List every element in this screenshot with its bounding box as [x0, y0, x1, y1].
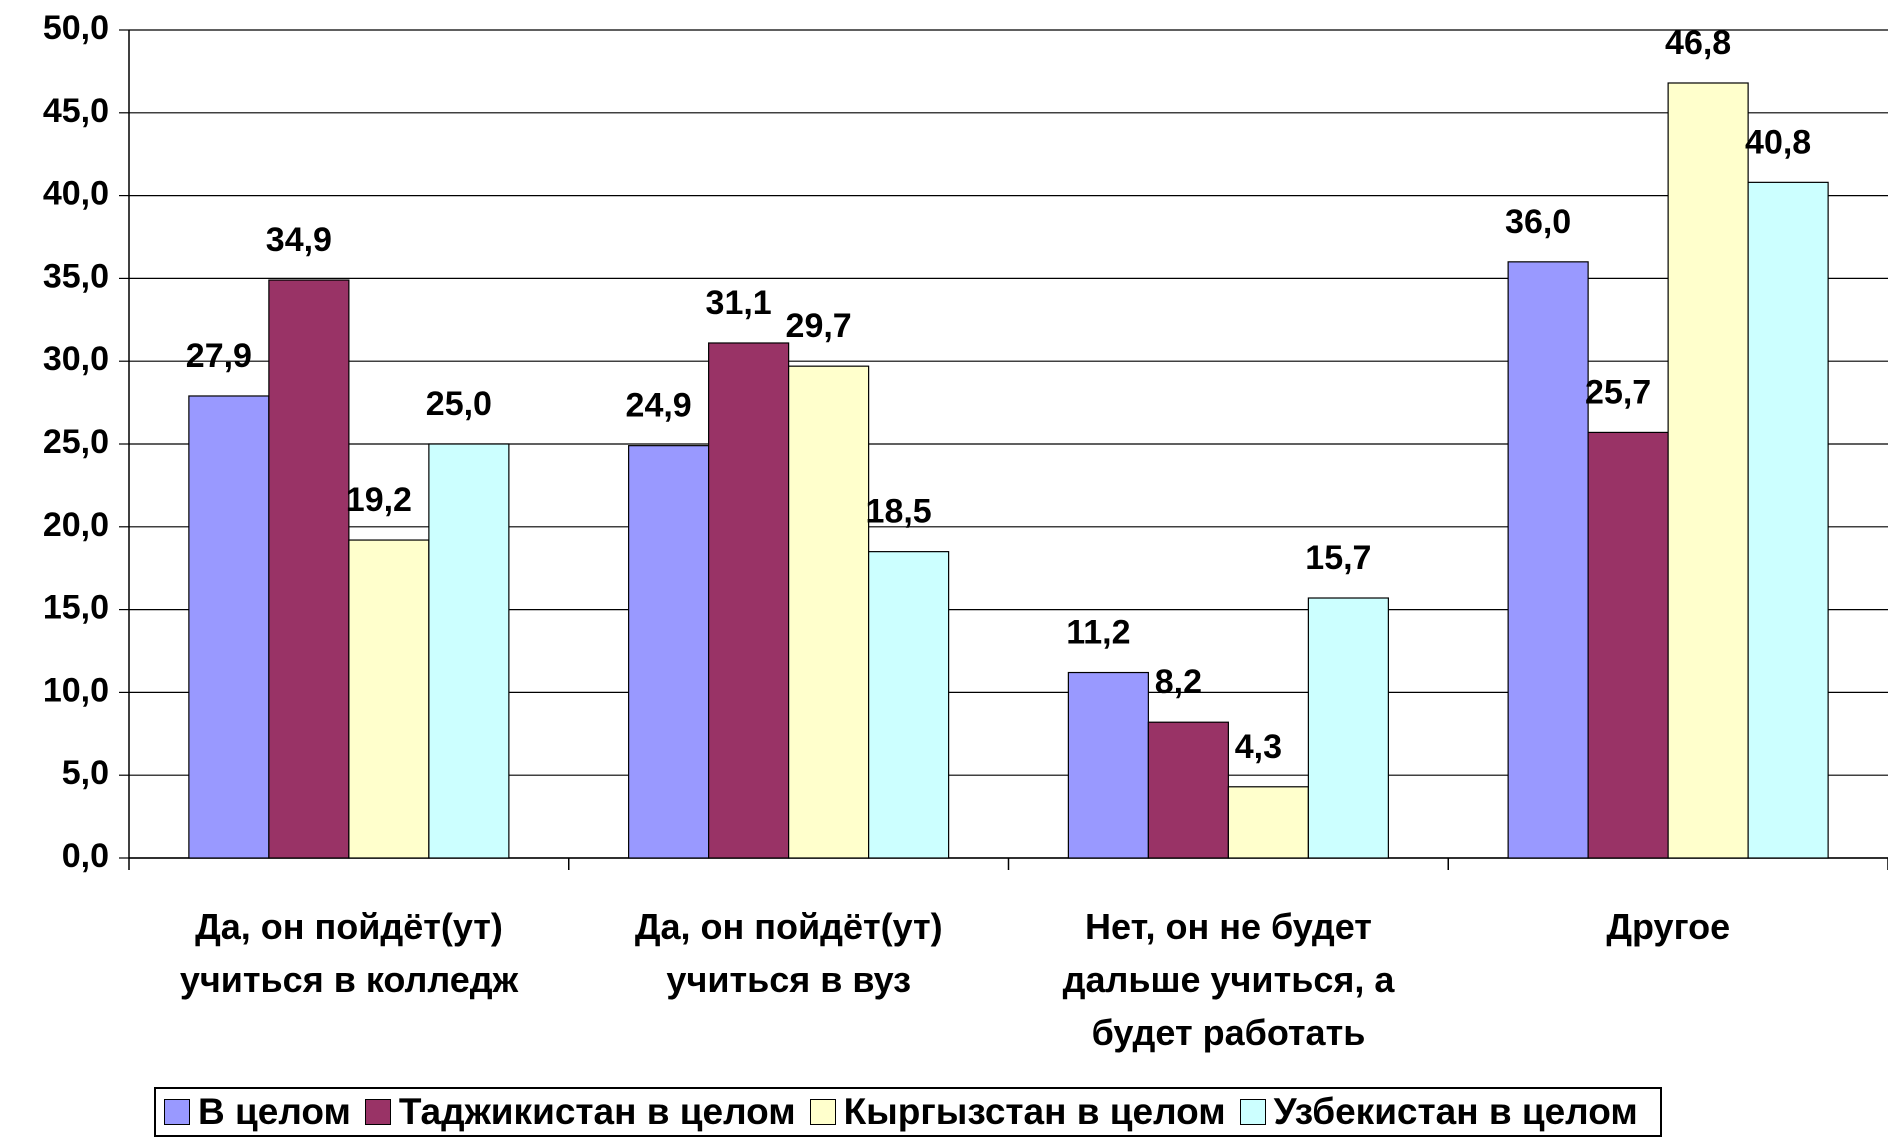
- y-tick-label: 0,0: [62, 837, 109, 875]
- bar: [628, 445, 710, 859]
- bar: [1747, 181, 1829, 859]
- y-tick-label: 10,0: [43, 671, 109, 709]
- legend-item: Узбекистан в целом: [1239, 1091, 1638, 1133]
- legend-item: Таджикистан в целом: [364, 1091, 796, 1133]
- y-tick-label: 20,0: [43, 506, 109, 544]
- data-label: 27,9: [186, 337, 252, 375]
- data-label: 19,2: [346, 481, 412, 519]
- bar: [1507, 261, 1589, 859]
- data-label: 29,7: [786, 307, 852, 345]
- data-label: 15,7: [1305, 539, 1371, 577]
- bar: [348, 539, 430, 859]
- data-label: 46,8: [1665, 24, 1731, 62]
- data-label: 25,0: [426, 385, 492, 423]
- bar: [1147, 721, 1229, 859]
- y-tick-label: 40,0: [43, 175, 109, 213]
- y-tick-label: 30,0: [43, 340, 109, 378]
- legend-swatch: [809, 1099, 836, 1125]
- legend-label: Кыргызстан в целом: [843, 1091, 1226, 1132]
- bar: [1667, 82, 1749, 859]
- legend-label: В целом: [198, 1091, 351, 1132]
- data-label: 11,2: [1066, 614, 1130, 652]
- legend-swatch: [1239, 1099, 1266, 1125]
- bar: [708, 342, 790, 859]
- legend-swatch: [164, 1099, 190, 1125]
- bar: [1587, 431, 1669, 859]
- y-tick-label: 35,0: [43, 257, 109, 295]
- bar: [868, 551, 950, 859]
- data-label: 4,3: [1235, 728, 1282, 766]
- data-label: 24,9: [626, 387, 692, 425]
- x-tick-label: Другое: [1606, 906, 1731, 947]
- bar: [428, 443, 510, 859]
- legend-item: В целом: [164, 1091, 351, 1133]
- bar: [268, 279, 350, 859]
- data-label: 34,9: [266, 221, 332, 259]
- data-label: 40,8: [1745, 123, 1811, 161]
- y-tick-label: 25,0: [43, 423, 109, 461]
- legend-label: Таджикистан в целом: [398, 1091, 796, 1132]
- y-tick-label: 50,0: [43, 9, 109, 47]
- data-label: 25,7: [1585, 373, 1651, 411]
- x-tick-label: Нет, он не будет дальше учиться, а будет…: [1062, 906, 1395, 1053]
- data-label: 36,0: [1505, 203, 1571, 241]
- bar: [1067, 671, 1149, 859]
- bar: [1307, 597, 1389, 859]
- legend-swatch: [364, 1099, 391, 1125]
- data-label: 8,2: [1155, 663, 1202, 701]
- bar: [788, 365, 870, 859]
- y-tick-label: 5,0: [62, 754, 109, 792]
- data-label: 18,5: [866, 493, 932, 531]
- legend: В целом Таджикистан в целом Кыргызстан в ц…: [154, 1087, 1662, 1137]
- bar: [1227, 786, 1309, 859]
- bar: [188, 395, 270, 859]
- data-label: 31,1: [706, 284, 772, 322]
- y-tick-label: 15,0: [43, 589, 109, 627]
- y-tick-label: 45,0: [43, 92, 109, 130]
- x-tick-label: Да, он пойдёт(ут) учиться в вуз: [634, 906, 943, 1000]
- x-tick-label: Да, он пойдёт(ут) учиться в колледж: [179, 906, 519, 1000]
- legend-label: Узбекистан в целом: [1273, 1091, 1638, 1132]
- legend-item: Кыргызстан в целом: [809, 1091, 1226, 1133]
